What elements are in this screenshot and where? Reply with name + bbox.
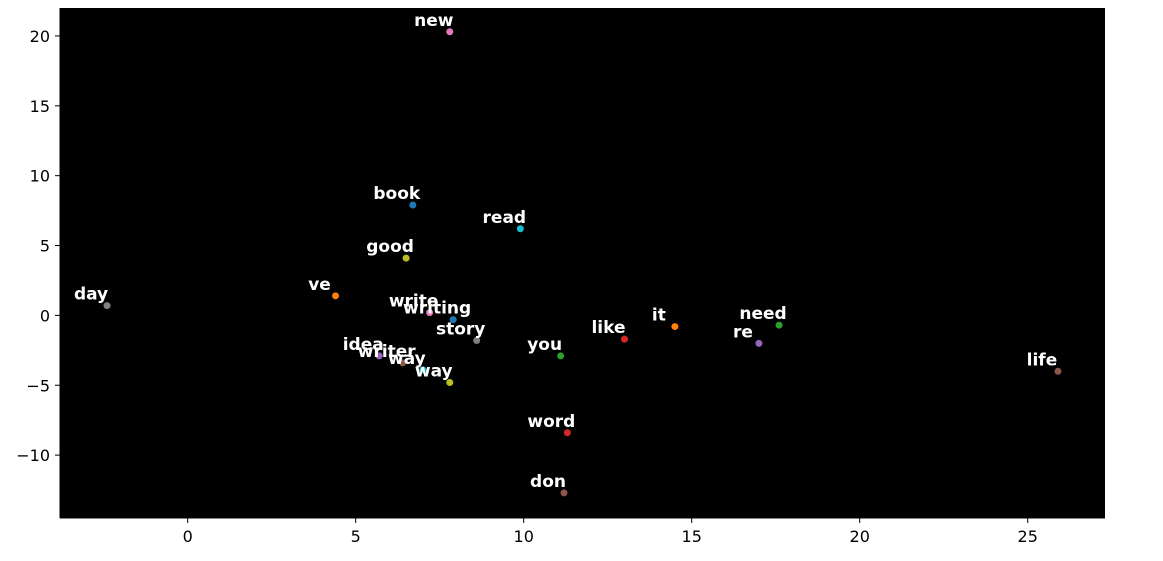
point-label: story <box>436 320 485 340</box>
data-point <box>446 378 454 386</box>
data-point <box>473 337 481 345</box>
y-tick-label: −5 <box>26 376 50 395</box>
y-tick-label: 5 <box>40 237 50 256</box>
x-tick-label: 5 <box>351 527 361 546</box>
data-points <box>103 28 1062 497</box>
y-axis: −10 −5 0 5 10 15 20 <box>16 8 61 518</box>
data-point <box>557 352 565 360</box>
x-tick-label: 25 <box>1018 527 1038 546</box>
point-label: word <box>527 412 575 432</box>
point-label: like <box>591 318 625 338</box>
y-tick-label: 15 <box>30 97 50 116</box>
point-label: re <box>733 322 753 342</box>
point-label: read <box>483 208 527 228</box>
y-tick-label: 20 <box>30 27 50 46</box>
x-tick-label: 0 <box>183 527 193 546</box>
data-point <box>409 201 417 209</box>
point-label: idea <box>343 335 384 355</box>
data-point <box>563 429 571 437</box>
data-point <box>332 292 340 300</box>
point-label: way <box>415 361 453 381</box>
data-point <box>375 352 383 360</box>
point-label: it <box>652 306 666 326</box>
x-tick-label: 10 <box>514 527 534 546</box>
data-point <box>755 339 763 347</box>
data-point <box>671 323 679 331</box>
point-label: ve <box>308 275 331 295</box>
data-point <box>399 359 407 367</box>
data-point <box>419 366 427 374</box>
point-label: new <box>414 11 454 31</box>
point-label: writing <box>403 299 471 319</box>
point-label: good <box>366 237 414 257</box>
point-label: don <box>530 472 566 492</box>
point-label: write <box>389 292 439 312</box>
x-axis: 0 5 10 15 20 25 <box>60 517 1105 546</box>
plot-background <box>60 8 1105 518</box>
y-tick-label: 0 <box>40 306 50 325</box>
x-tick-label: 20 <box>850 527 870 546</box>
x-tick-label: 15 <box>682 527 702 546</box>
data-point <box>426 309 434 317</box>
point-label: life <box>1027 350 1058 370</box>
data-point <box>446 28 454 36</box>
data-point <box>560 489 568 497</box>
data-point <box>516 225 524 233</box>
point-label: book <box>373 184 421 204</box>
point-label: writer <box>358 342 417 362</box>
point-label: day <box>74 285 108 305</box>
data-point <box>621 335 629 343</box>
point-label: way <box>388 349 426 369</box>
y-tick-label: −10 <box>16 446 50 465</box>
y-tick-label: 10 <box>30 167 50 186</box>
point-label: you <box>527 335 562 355</box>
data-point <box>775 321 783 329</box>
data-point <box>402 254 410 262</box>
data-point <box>103 302 111 310</box>
point-label: need <box>739 304 786 324</box>
data-point <box>1054 367 1062 375</box>
data-point <box>449 316 457 324</box>
